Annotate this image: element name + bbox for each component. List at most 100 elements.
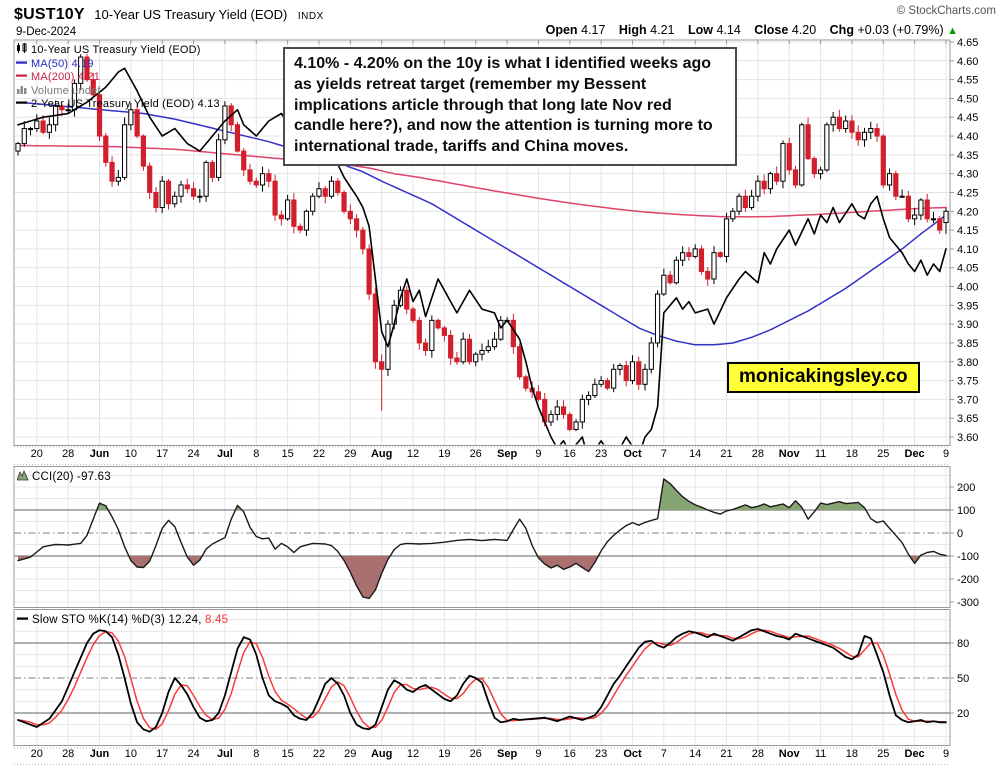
x-tick-label: 23	[594, 448, 608, 460]
x-tick-label: 12	[406, 748, 420, 760]
cci-y-tick-label: -300	[957, 597, 979, 609]
x-tick-label: 15	[281, 448, 294, 460]
y-tick-label: 4.35	[957, 150, 978, 162]
line-icon	[16, 61, 27, 64]
x-tick-label: 16	[563, 748, 576, 760]
x-tick-label: 17	[156, 748, 169, 760]
legend-item-label: MA(50) 4.19	[31, 57, 94, 70]
x-tick-label: 20	[30, 748, 43, 760]
watermark-label: monicakingsley.co	[727, 362, 920, 393]
x-tick-label: 19	[438, 448, 451, 460]
x-tick-label: Sep	[497, 448, 518, 460]
x-tick-label: 25	[877, 748, 890, 760]
x-tick-label: Oct	[623, 448, 642, 460]
x-tick-label: 28	[62, 748, 75, 760]
legend-item-label: MA(200) 4.21	[31, 71, 101, 83]
sto-legend: Slow STO %K(14) %D(3) 12.24, 8.45	[17, 613, 228, 626]
annotation-note: 4.10% - 4.20% on the 10y is what I ident…	[283, 47, 737, 166]
x-tick-label: 29	[344, 448, 357, 460]
x-tick-label: 9	[535, 748, 542, 760]
x-tick-label: 26	[469, 448, 482, 460]
x-tick-label: 26	[469, 748, 482, 760]
main-price-panel: 4.65 4.60 4.55 4.50 4.45 4.40 4.35 4.30 4.25 4.20…	[13, 37, 978, 446]
x-tick-label: 24	[187, 748, 200, 760]
x-tick-label: 11	[814, 448, 827, 460]
x-tick-label: Aug	[370, 448, 393, 460]
x-tick-label: 9	[535, 448, 542, 460]
x-tick-label: 22	[312, 448, 326, 460]
x-tick-label: Jul	[216, 748, 233, 760]
low-value: 4.14	[716, 23, 741, 37]
x-tick-label: 9	[942, 448, 950, 460]
y-tick-label: 3.85	[957, 338, 978, 350]
exchange-label: INDX	[297, 11, 324, 22]
candlestick-icon	[17, 43, 27, 53]
x-tick-label: 24	[187, 448, 200, 460]
legend-item: MA(200) 4.21	[16, 70, 220, 84]
x-tick-label: Jul	[216, 448, 233, 460]
x-tick-label: 15	[281, 748, 294, 760]
legend-item-label: 10-Year US Treasury Yield (EOD)	[31, 44, 201, 56]
legend-item-label: 2-Year US Treasury Yield (EOD) 4.13	[31, 98, 220, 110]
y-tick-label: 3.80	[957, 357, 978, 369]
sto-panel: 80 50 20	[13, 609, 969, 746]
x-tick-label: 25	[877, 448, 890, 460]
x-tick-label: 11	[814, 748, 827, 760]
x-tick-label: Nov	[778, 748, 800, 760]
x-tick-label: Sep	[497, 748, 518, 760]
open-label: Open	[545, 23, 578, 37]
x-tick-label: 7	[660, 448, 667, 460]
x-tick-label: 8	[253, 748, 260, 760]
cci-y-tick-label: -100	[957, 551, 979, 563]
x-tick-label: 18	[845, 448, 859, 460]
ohlc-summary: Open 4.17 High 4.21 Low 4.14 Close 4.20 …	[546, 23, 958, 37]
chg-value: +0.03 (+0.79%)	[857, 23, 944, 37]
x-tick-label: Aug	[370, 748, 393, 760]
cci-y-tick-label: 0	[957, 528, 963, 540]
x-tick-label: 7	[660, 748, 667, 760]
line-icon	[16, 101, 27, 104]
y-tick-label: 4.05	[957, 263, 978, 275]
y-tick-label: 3.65	[957, 413, 978, 425]
x-tick-label: 28	[751, 748, 765, 760]
line-icon	[17, 617, 28, 620]
main-chart-legend: 10-Year US Treasury Yield (EOD) MA(50) 4.…	[16, 43, 220, 111]
y-tick-label: 3.70	[957, 394, 978, 406]
x-tick-label: 21	[720, 748, 733, 760]
y-tick-label: 4.30	[957, 169, 978, 181]
cci-y-tick-label: 100	[957, 505, 975, 517]
y-tick-label: 4.20	[957, 206, 978, 218]
x-tick-label: 10	[124, 448, 138, 460]
cci-legend: CCI(20) -97.63	[17, 470, 111, 483]
y-tick-label: 4.45	[957, 112, 978, 124]
close-value: 4.20	[791, 23, 817, 37]
y-tick-label: 4.55	[957, 75, 978, 87]
y-tick-label: 3.95	[957, 300, 978, 312]
legend-item: Volume undef	[16, 84, 220, 98]
y-tick-label: 4.25	[957, 187, 978, 199]
x-tick-label: 28	[751, 448, 765, 460]
y-tick-label: 3.90	[957, 319, 978, 331]
copyright-label: © StockCharts.com	[896, 5, 996, 17]
close-label: Close	[754, 23, 789, 37]
legend-item: 2-Year US Treasury Yield (EOD) 4.13	[16, 97, 220, 111]
sto-legend-label: Slow STO %K(14) %D(3) 12.24,	[32, 614, 206, 626]
x-tick-label: 22	[312, 748, 326, 760]
x-tick-label: 28	[62, 448, 75, 460]
x-tick-label: 9	[942, 748, 950, 760]
chart-date: 9-Dec-2024	[16, 26, 77, 38]
sto-y-tick-label: 50	[957, 673, 969, 685]
x-axis-upper: 20 28 Jun 10 17 24 Jul 8 15 22 29 Aug 12 19 26 Sep 9 16 23…	[0, 448, 1004, 465]
ticker-symbol: $UST10Y	[14, 6, 85, 23]
volume-bars-icon	[17, 85, 27, 94]
x-tick-label: 18	[845, 748, 859, 760]
x-tick-label: 20	[30, 448, 43, 460]
open-value: 4.17	[581, 23, 606, 37]
sto-y-tick-label: 80	[957, 638, 969, 650]
x-tick-label: 14	[689, 748, 702, 760]
x-tick-label: 29	[344, 748, 357, 760]
x-tick-label: Oct	[623, 748, 642, 760]
up-triangle-icon: ▲	[947, 25, 958, 37]
